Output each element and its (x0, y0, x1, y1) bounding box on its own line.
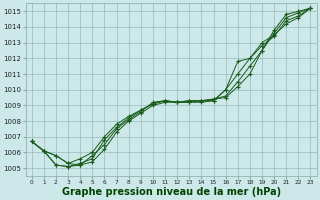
X-axis label: Graphe pression niveau de la mer (hPa): Graphe pression niveau de la mer (hPa) (61, 187, 281, 197)
